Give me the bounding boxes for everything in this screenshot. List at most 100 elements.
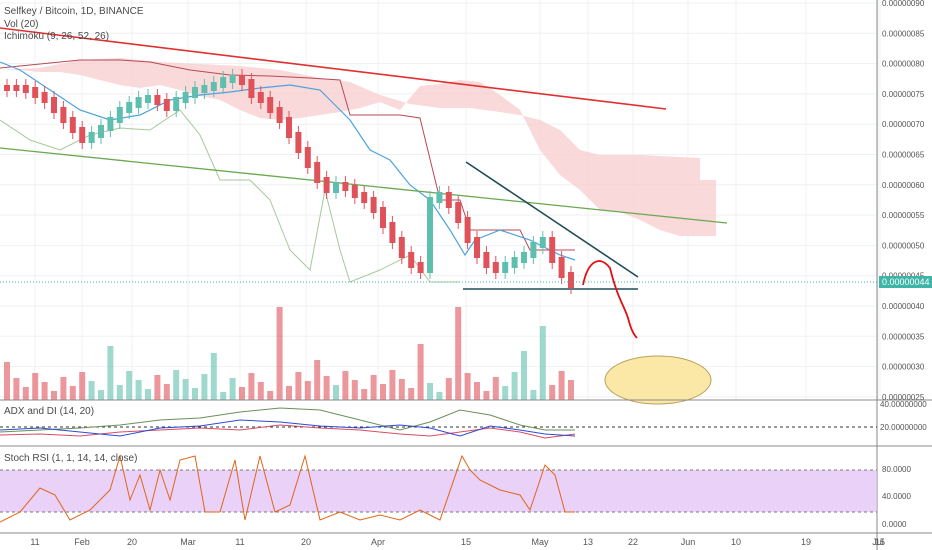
- candle-body: [549, 237, 556, 263]
- candle-body: [69, 117, 76, 133]
- time-tick-label: 13: [583, 537, 593, 547]
- adx-axis: 40.00000000 20.00000000: [880, 400, 927, 432]
- volume-bar: [98, 390, 104, 400]
- candle-body: [351, 185, 358, 198]
- volume-bar: [248, 373, 255, 400]
- price-axis[interactable]: 0.00000090 0.00000085 0.00000080 0.00000075…: [882, 0, 925, 402]
- candle-body: [436, 192, 443, 203]
- candle-body: [361, 192, 368, 203]
- volume-bar: [427, 383, 433, 400]
- adx-tick-label: 20.00000000: [880, 423, 927, 432]
- price-tick-label: 0.00000030: [882, 363, 925, 372]
- volume-bar: [210, 353, 217, 400]
- candle-body: [135, 97, 142, 108]
- volume-bar: [79, 372, 86, 400]
- price-tick-label: 0.00000070: [882, 120, 925, 129]
- volume-bar: [4, 362, 10, 400]
- ichimoku-legend: Ichimoku (9, 26, 52, 26): [4, 31, 110, 42]
- price-tick-label: 0.00000075: [882, 90, 925, 99]
- candle-body: [192, 87, 198, 98]
- candle-body: [521, 252, 527, 263]
- volume-bar: [333, 385, 339, 400]
- candle-body: [530, 242, 537, 258]
- volume-bar: [483, 391, 490, 400]
- candle-body: [539, 237, 546, 248]
- candle-body: [201, 85, 208, 93]
- price-tick-label: 0.00000060: [882, 181, 925, 190]
- candle-body: [22, 85, 29, 93]
- candle-body: [51, 97, 57, 113]
- volume-bar: [398, 379, 405, 400]
- candle-body: [210, 82, 217, 91]
- candle-body: [154, 95, 161, 105]
- time-tick-label: Mar: [180, 537, 196, 547]
- volume-bar: [286, 386, 292, 400]
- adx-line: [0, 407, 575, 433]
- candle-body: [98, 125, 104, 138]
- candle-body: [323, 177, 330, 193]
- volume-bars: [4, 307, 574, 400]
- current-price-tag: 0.00000044: [879, 276, 932, 288]
- candle-body: [267, 97, 274, 113]
- candle-body: [370, 197, 377, 213]
- volume-bar: [60, 377, 67, 400]
- candle-body: [474, 237, 480, 258]
- time-tick-label: 15: [461, 537, 471, 547]
- volume-bar: [257, 382, 264, 400]
- candle-body: [492, 262, 499, 273]
- descending-triangle: [463, 161, 639, 290]
- candle-body: [417, 262, 424, 273]
- price-tick-label: 0.00000080: [882, 60, 925, 69]
- time-tick-label: 20: [301, 537, 311, 547]
- volume-bar: [361, 389, 368, 400]
- volume-bar: [51, 391, 57, 400]
- candle-body: [568, 272, 574, 288]
- candle-body: [389, 222, 396, 243]
- adx-legend: ADX and DI (14, 20): [4, 406, 95, 417]
- time-tick-label: 19: [801, 537, 811, 547]
- candle-body: [60, 107, 67, 123]
- candle-body: [13, 85, 20, 91]
- candle-body: [32, 87, 39, 98]
- stoch-rsi-tick-label: 40.0000: [882, 492, 911, 501]
- candle-body: [107, 117, 114, 131]
- volume-bar: [22, 387, 29, 400]
- volume-bar: [69, 386, 76, 400]
- price-tick-label: 0.00000025: [882, 393, 925, 402]
- ichimoku-cloud-red: [0, 58, 716, 236]
- volume-bar: [380, 384, 386, 400]
- price-tick-label: 0.00000085: [882, 29, 925, 38]
- volume-bar: [351, 380, 358, 400]
- volume-bar: [239, 387, 245, 400]
- volume-highlight-ellipse: [604, 355, 712, 405]
- volume-bar: [107, 346, 114, 400]
- candle-body: [314, 162, 321, 183]
- candle-body: [483, 252, 490, 268]
- candle-body: [464, 217, 471, 243]
- price-tick-label: 0.00000050: [882, 241, 925, 250]
- projected-move-curve: [582, 260, 638, 339]
- stoch-rsi-tick-label: 0.0000: [882, 520, 907, 529]
- candle-body: [408, 252, 415, 268]
- volume-bar: [549, 385, 556, 400]
- time-tick-label: 22: [628, 537, 638, 547]
- volume-bar: [41, 382, 48, 400]
- time-tick-label: May: [531, 537, 549, 547]
- price-tick-label: 0.00000055: [882, 211, 925, 220]
- candle-body: [445, 192, 452, 208]
- candle-body: [502, 262, 509, 273]
- candle-body: [295, 132, 302, 153]
- stoch-rsi-band: [0, 470, 877, 512]
- volume-bar: [539, 326, 546, 400]
- candle-body: [79, 127, 86, 143]
- candle-body: [248, 79, 255, 98]
- price-tick-label: 0.00000035: [882, 332, 925, 341]
- volume-bar: [295, 372, 302, 400]
- candle-body: [126, 102, 133, 113]
- volume-bar: [154, 375, 161, 400]
- volume-bar: [267, 391, 274, 400]
- candle-body: [398, 237, 405, 258]
- volume-bar: [455, 307, 462, 400]
